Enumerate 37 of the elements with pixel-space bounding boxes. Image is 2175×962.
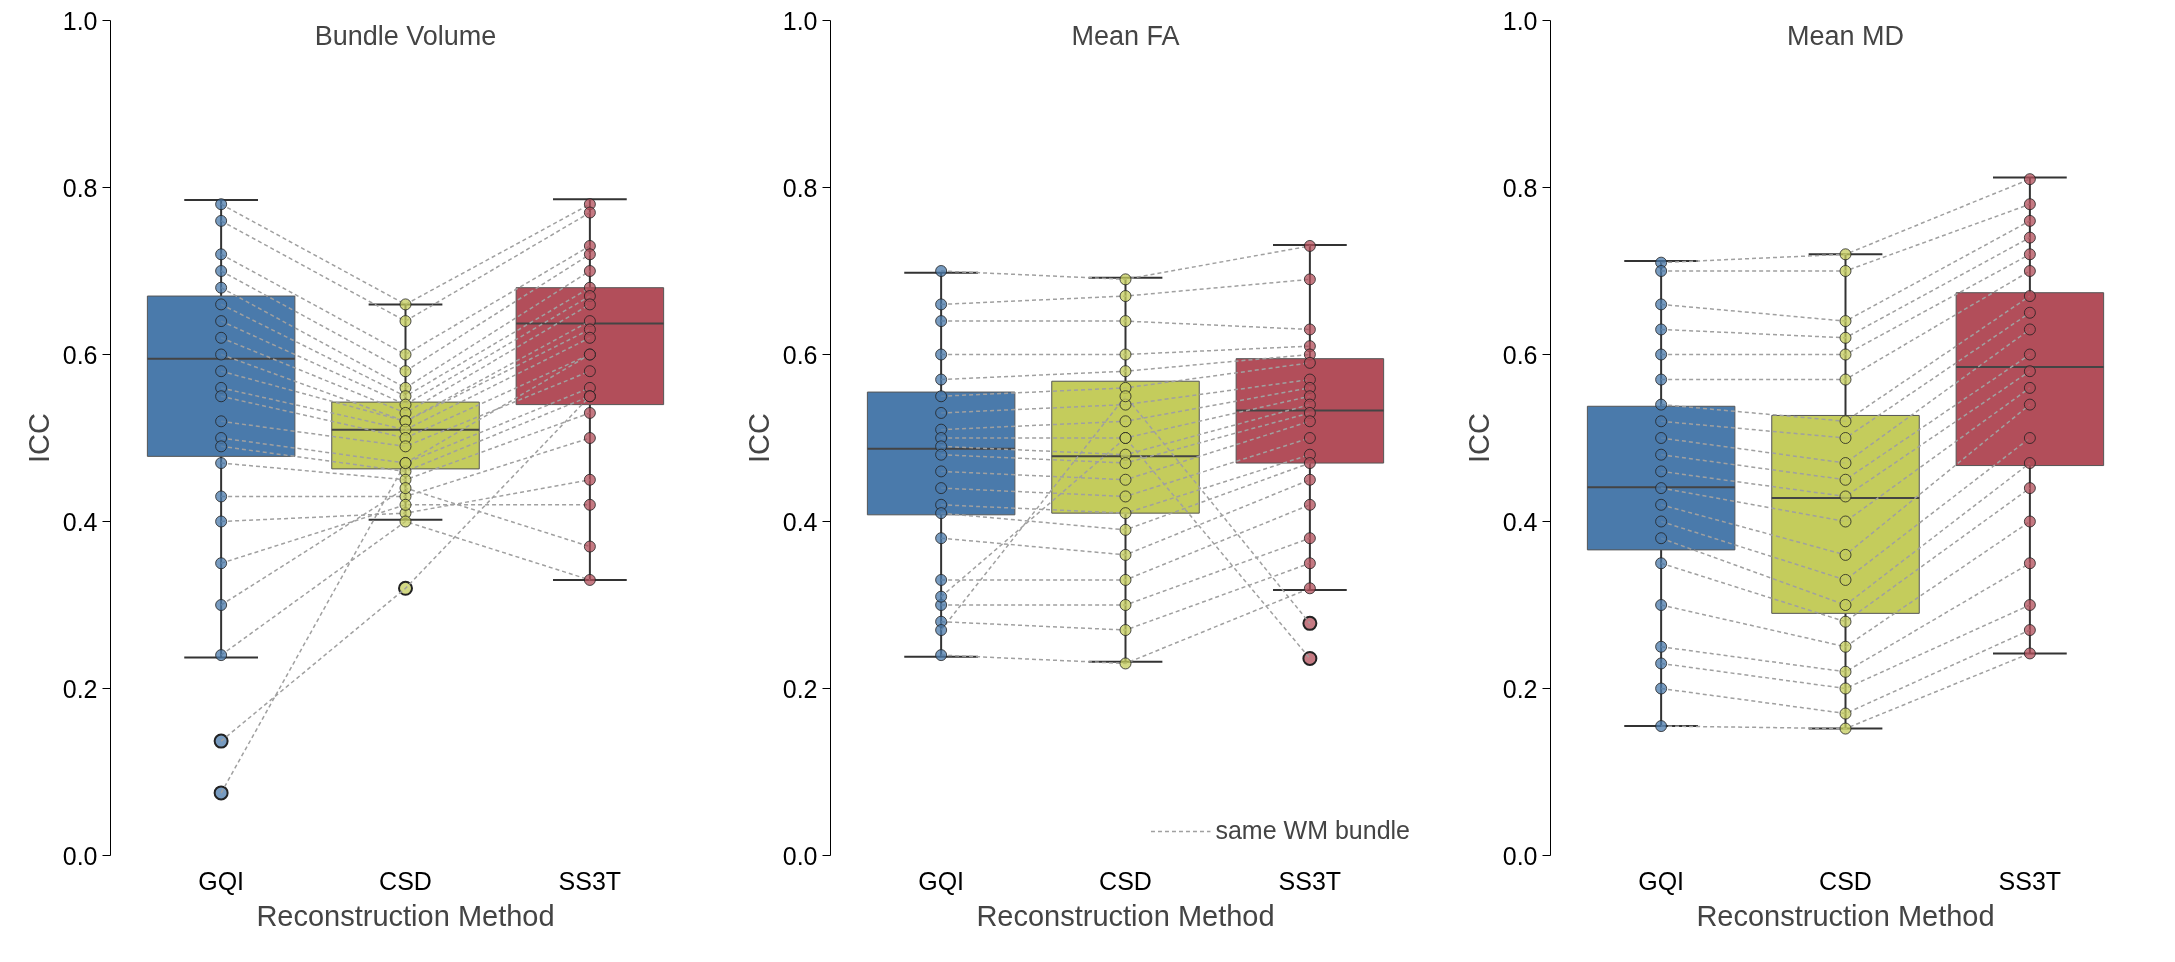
y-tick-label: 0.2 [62,674,98,703]
x-tick-label: CSD [379,866,432,895]
x-tick-label: SS3T [558,866,622,895]
y-tick-label: 1.0 [782,6,818,35]
chart-title: Bundle Volume [314,20,497,51]
y-axis-title: ICC [1462,413,1495,463]
y-tick-label: 0.0 [62,841,98,870]
y-axis-title: ICC [22,413,55,463]
y-tick-label: 0.4 [62,507,98,536]
x-tick-label: GQI [198,866,245,895]
x-tick-label: SS3T [1998,866,2062,895]
y-tick-label: 1.0 [62,6,98,35]
chart-title: Mean MD [1786,20,1905,51]
chart-title: Mean FA [1071,20,1180,51]
y-tick-label: 0.0 [1502,841,1538,870]
y-tick-label: 0.4 [782,507,818,536]
y-axis-title: ICC [742,413,775,463]
x-tick-label: GQI [918,866,965,895]
y-tick-label: 0.0 [782,841,818,870]
y-tick-label: 0.8 [782,173,818,202]
y-tick-label: 0.6 [782,340,818,369]
y-tick-label: 0.6 [62,340,98,369]
y-tick-label: 0.6 [1502,340,1538,369]
y-tick-label: 0.2 [1502,674,1538,703]
x-axis-title: Reconstruction Method [976,899,1275,932]
x-tick-label: GQI [1638,866,1685,895]
x-axis-title: Reconstruction Method [1696,899,1995,932]
y-tick-label: 0.8 [1502,173,1538,202]
x-axis-title: Reconstruction Method [256,899,555,932]
legend-label: same WM bundle [1215,816,1410,845]
y-tick-label: 1.0 [1502,6,1538,35]
y-tick-label: 0.8 [62,173,98,202]
y-tick-label: 0.4 [1502,507,1538,536]
y-tick-label: 0.2 [782,674,818,703]
x-tick-label: CSD [1819,866,1872,895]
x-tick-label: CSD [1099,866,1152,895]
x-tick-label: SS3T [1278,866,1342,895]
